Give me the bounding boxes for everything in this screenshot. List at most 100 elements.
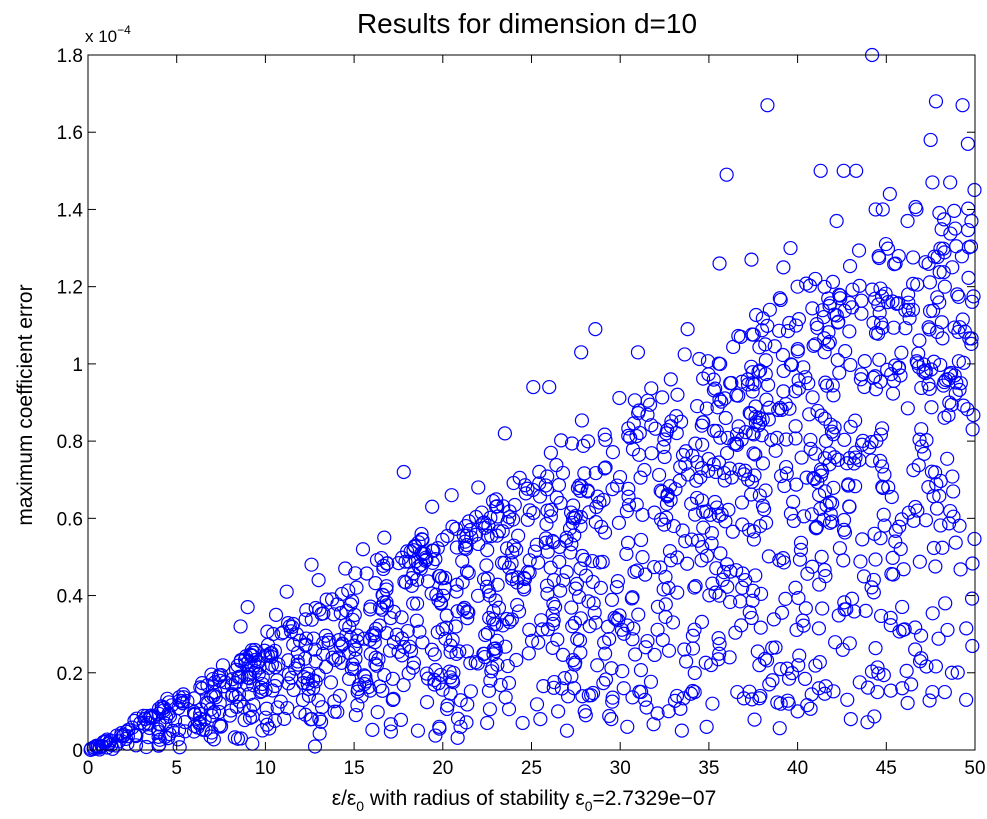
data-point	[646, 717, 661, 732]
data-point	[533, 712, 548, 727]
y-tick-label: 0.8	[57, 432, 83, 453]
y-tick-label: 1.4	[57, 200, 84, 221]
data-point	[575, 548, 590, 564]
data-point	[401, 666, 416, 681]
data-point	[945, 260, 960, 275]
data-point	[663, 553, 678, 568]
data-point	[930, 290, 945, 305]
data-point	[900, 401, 915, 416]
data-point	[501, 702, 517, 717]
data-point	[433, 667, 448, 683]
data-point	[394, 631, 410, 646]
data-point	[577, 466, 592, 481]
data-point	[844, 591, 860, 606]
data-point	[540, 469, 555, 484]
data-point	[693, 470, 708, 485]
data-point	[699, 548, 715, 563]
data-point	[926, 354, 942, 369]
data-point	[612, 469, 628, 485]
data-point	[742, 605, 757, 620]
data-point	[826, 388, 841, 403]
data-point	[937, 684, 952, 700]
data-point	[747, 712, 762, 727]
data-point	[872, 305, 887, 320]
data-point	[867, 526, 882, 541]
data-point	[230, 731, 246, 746]
data-point	[813, 468, 829, 483]
data-point	[604, 661, 619, 676]
chart-title: Results for dimension d=10	[357, 8, 697, 39]
data-point	[825, 274, 841, 289]
data-point	[735, 580, 750, 595]
data-point	[633, 532, 649, 548]
data-point	[950, 665, 965, 680]
data-point	[775, 347, 791, 363]
data-point	[534, 613, 549, 628]
data-point	[772, 400, 788, 416]
data-point	[744, 692, 760, 707]
data-point	[873, 608, 889, 624]
data-point	[854, 367, 869, 382]
data-point	[659, 510, 674, 525]
data-point	[629, 497, 644, 512]
data-point	[281, 667, 296, 682]
data-point	[546, 596, 561, 611]
data-point	[925, 684, 940, 700]
data-point	[676, 691, 691, 706]
data-point	[628, 647, 643, 662]
x-tick-label: 40	[787, 758, 808, 779]
data-point	[902, 311, 917, 326]
data-point	[522, 503, 537, 518]
data-point	[474, 505, 489, 520]
data-point	[819, 498, 834, 513]
data-point	[959, 621, 974, 636]
data-point	[435, 682, 450, 697]
data-point	[732, 462, 747, 477]
data-point	[406, 596, 421, 611]
data-point	[708, 585, 723, 600]
data-point	[264, 657, 280, 672]
data-point	[790, 279, 805, 294]
data-point	[788, 318, 804, 333]
data-point	[832, 365, 847, 380]
data-point	[568, 581, 583, 596]
data-point	[688, 579, 703, 594]
data-point	[878, 286, 893, 301]
data-point	[744, 359, 759, 374]
data-point	[187, 718, 202, 734]
data-point	[455, 553, 470, 569]
data-point	[635, 550, 650, 565]
y-tick-label: 0	[72, 741, 83, 762]
data-point	[760, 98, 775, 113]
data-point	[786, 513, 801, 529]
x-axis-label-part-3: =2.7329e−07	[592, 787, 716, 810]
data-point	[574, 345, 589, 360]
data-point	[704, 536, 719, 551]
data-point	[679, 654, 694, 669]
data-point	[637, 692, 653, 707]
data-point	[477, 646, 492, 661]
data-point	[481, 518, 496, 533]
data-point	[783, 357, 798, 372]
data-point	[925, 606, 940, 621]
data-point	[242, 671, 257, 686]
data-point	[799, 276, 814, 291]
data-point	[630, 345, 646, 360]
data-point	[543, 445, 558, 460]
data-point	[605, 445, 621, 460]
data-point	[442, 664, 457, 679]
data-point	[698, 655, 713, 670]
data-point	[696, 504, 711, 519]
data-point	[507, 497, 522, 513]
y-tick-label: 1.6	[57, 123, 83, 144]
data-point	[471, 480, 486, 495]
data-point	[650, 706, 665, 721]
data-point	[965, 422, 980, 437]
data-point	[141, 716, 156, 731]
x-tick-label: 15	[344, 758, 365, 779]
data-point	[928, 559, 943, 574]
data-point	[687, 622, 702, 637]
data-point	[743, 406, 758, 421]
data-point	[596, 492, 611, 508]
data-point	[952, 382, 967, 397]
